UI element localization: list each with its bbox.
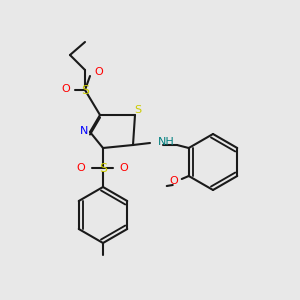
Text: O: O — [94, 67, 103, 77]
Text: NH: NH — [158, 137, 175, 147]
Text: O: O — [76, 163, 85, 173]
Text: O: O — [120, 163, 128, 173]
Text: S: S — [99, 161, 107, 175]
Text: O: O — [61, 84, 70, 94]
Text: N: N — [80, 126, 88, 136]
Text: S: S — [81, 83, 89, 97]
Text: O: O — [169, 176, 178, 186]
Text: S: S — [134, 105, 142, 115]
